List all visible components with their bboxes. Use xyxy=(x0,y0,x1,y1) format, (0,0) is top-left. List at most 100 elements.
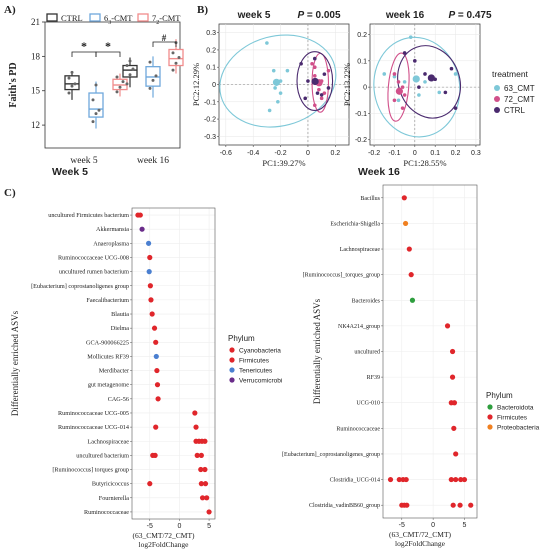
panel-c-category-label: uncultured rumen bacterium xyxy=(59,269,129,276)
panel-c-category-label: Blautia xyxy=(111,311,129,318)
panel-c-xlabel: (63_CMT/72_CMT) xyxy=(132,531,195,540)
panel-a-ylabel: Faith's PD xyxy=(8,62,19,107)
panel-b-xtick-label: -0.2 xyxy=(368,150,380,157)
panel-b-centroid xyxy=(412,75,420,83)
panel-c-point xyxy=(149,311,155,317)
panel-c-point xyxy=(198,481,204,487)
panel-a-point xyxy=(67,91,71,95)
panel-c-category-label: Bacteroides xyxy=(352,298,381,304)
panel-b-xtick-label: 0 xyxy=(413,150,417,157)
panel-a-sig-star: * xyxy=(81,39,87,53)
panel-b-ytick-label: 0 xyxy=(212,82,216,89)
panel-c-point xyxy=(409,297,416,303)
panel-a-point xyxy=(174,61,178,65)
panel-c-xtick-label: -5 xyxy=(147,523,153,530)
panel-a-legend-swatch xyxy=(137,13,149,22)
panel-b-ytick-label: 0.2 xyxy=(357,32,367,39)
panel-b-legend-swatch xyxy=(494,107,500,113)
panel-b-xtick-label: 0.3 xyxy=(471,150,481,157)
panel-c-legend-title: Phylum xyxy=(486,391,513,400)
panel-b-point xyxy=(449,66,454,71)
panel-a-point xyxy=(97,108,101,112)
panel-c-xlabel: (63_CMT/72_CMT) xyxy=(389,530,452,539)
panel-c-category-label: Lachnospiraceae xyxy=(87,438,129,445)
panel-c-point xyxy=(152,452,158,458)
panel-c-point xyxy=(198,466,204,473)
panel-c-category-label: [Eubacterium] coprostanoligenes group xyxy=(31,283,129,290)
panel-c-ylabel: Differentially enriched ASVs xyxy=(312,298,322,404)
panel-c-point xyxy=(202,438,208,444)
panel-b-legend-label: CTRL xyxy=(504,106,525,115)
panel-b-point xyxy=(326,86,331,90)
panel-b-ytick-label: -0.3 xyxy=(204,134,216,141)
panel-c-category-label: Dielma xyxy=(111,325,129,332)
panel-b-xtick-label: -0.4 xyxy=(247,150,259,157)
panel-c-category-label: CAG-56 xyxy=(108,396,129,403)
panel-b-point xyxy=(319,93,324,97)
panel-b-point xyxy=(453,106,458,110)
panel-c-category-label: GCA-900066225 xyxy=(86,339,129,346)
panel-b-point xyxy=(417,93,421,97)
panel-b-centroid xyxy=(427,74,435,82)
panel-c-point xyxy=(137,212,143,218)
panel-b-point xyxy=(306,79,310,83)
panel-b-plot-title: week 16 xyxy=(385,10,425,21)
panel-b-centroid xyxy=(395,87,403,95)
panel-c-legend-swatch xyxy=(487,414,493,420)
panel-c-point xyxy=(444,323,451,329)
panel-c-category-label: Butyricicoccus xyxy=(92,481,130,488)
panel-b-xtick-label: 0.2 xyxy=(451,150,461,157)
panel-a-point xyxy=(128,73,132,77)
panel-c-category-label: Fournierella xyxy=(99,495,129,502)
panel-c-point xyxy=(139,226,145,232)
panel-a-frame xyxy=(44,21,181,149)
panel-b-point xyxy=(400,106,405,110)
panel-b-ellipse xyxy=(219,34,337,128)
panel-a-xtick-label: week 5 xyxy=(70,156,97,166)
panel-c-legend-label: Cyanobacteria xyxy=(239,348,281,355)
panel-c-point xyxy=(403,476,409,483)
panel-c-category-label: Akkermansia xyxy=(96,226,129,233)
panel-b-xtick-label: -0.1 xyxy=(388,150,400,157)
panel-a-point xyxy=(148,86,152,90)
panel-c-category-label: uncultured xyxy=(354,350,380,356)
panel-a-point xyxy=(154,74,158,78)
panel-c-point xyxy=(153,424,159,430)
panel-c-legend-label: Proteobacteria xyxy=(497,425,540,432)
panel-b-ylabel: PC2:12.29% xyxy=(191,63,201,106)
panel-a-point xyxy=(128,59,132,63)
panel-a-point xyxy=(91,98,95,102)
panel-c-label: C) xyxy=(4,187,16,199)
panel-b-point xyxy=(326,68,331,73)
panel-b-point xyxy=(417,85,421,89)
panel-a-point xyxy=(94,83,98,87)
panel-b-pvalue: P = 0.475 xyxy=(448,10,492,21)
panel-b-point xyxy=(317,87,321,92)
panel-b-ytick-label: 0.3 xyxy=(206,30,216,37)
panel-c-point xyxy=(193,424,199,430)
panel-c-point xyxy=(153,339,159,345)
panel-c-legend-swatch xyxy=(487,424,493,430)
panel-b-ylabel: PC2:13.22% xyxy=(342,63,352,106)
panel-b-point xyxy=(312,65,317,70)
panel-a-point xyxy=(94,112,98,116)
panel-c-category-label: Ruminococcaceae xyxy=(84,509,129,516)
panel-a-point xyxy=(171,51,175,55)
panel-a-sig-bracket xyxy=(152,41,177,47)
panel-c-category-label: Ruminococcaceae UCG-014 xyxy=(58,424,129,431)
panel-a-ytick-label: 21 xyxy=(31,17,40,27)
panel-c-category-label: RF39 xyxy=(367,375,380,381)
panel-c-category-label: Bacillus xyxy=(360,196,380,202)
panel-a-box xyxy=(122,64,138,78)
panel-b-label: B) xyxy=(197,4,208,16)
panel-c-point xyxy=(457,502,463,508)
panel-b-point xyxy=(392,74,397,79)
panel-b-point xyxy=(413,59,417,63)
panel-c-point xyxy=(453,476,459,483)
panel-c-ylabel: Differentially enriched ASVs xyxy=(10,310,20,416)
panel-c-xtick-label: 5 xyxy=(207,523,211,530)
panel-b-xtick-label: 0.2 xyxy=(330,150,340,157)
panel-c-category-label: Mollicutes RF39 xyxy=(87,353,129,360)
panel-a-sig-star: * xyxy=(105,39,111,53)
panel-b-plot-frame xyxy=(369,23,481,146)
